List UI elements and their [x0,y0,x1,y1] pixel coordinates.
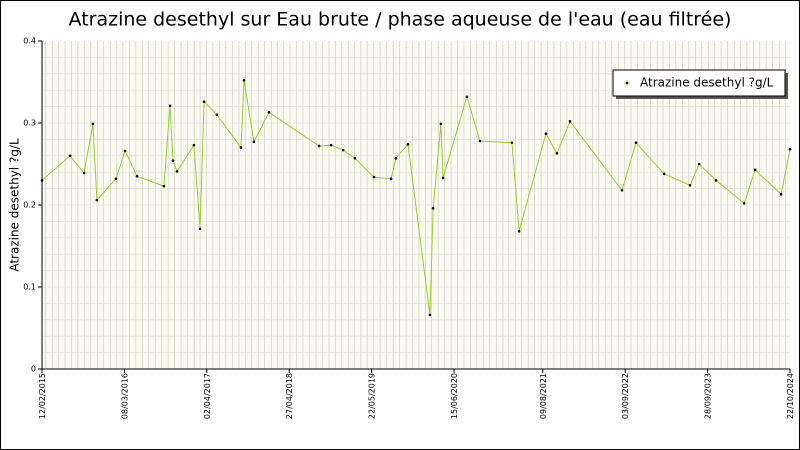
x-tick-label: 09/08/2021 [539,373,548,419]
data-point [239,146,243,149]
data-point [394,156,398,160]
x-tick-label: 28/09/2023 [704,373,713,419]
x-tick-label: 02/04/2017 [203,373,212,419]
data-point [353,156,357,160]
data-point [510,141,514,144]
chart-title: Atrazine desethyl sur Eau brute / phase … [69,9,732,31]
y-tick-label: 0.3 [23,119,36,128]
data-point [267,111,271,114]
data-point [478,139,482,143]
data-point [242,79,246,82]
data-point [82,171,86,175]
legend-label: Atrazine desethyl ?g/L [640,76,774,90]
y-tick-label: 0.2 [23,201,36,210]
data-point [168,104,172,108]
data-point [406,143,410,146]
data-point [742,202,746,205]
data-point [372,175,376,179]
x-tick-label: 27/04/2018 [285,373,294,419]
data-point [779,193,783,196]
data-point [788,147,792,151]
data-point [634,141,638,144]
data-point [620,188,624,192]
y-axis-label: Atrazine desethyl ?g/L [8,138,22,272]
y-tick-label: 0.4 [23,37,36,46]
x-tick-label: 22/05/2019 [368,373,377,419]
y-tick-label: 0 [31,365,36,374]
data-point [428,313,432,317]
data-point [753,168,757,172]
data-point [198,227,202,231]
data-point [175,170,179,173]
legend-dot [625,81,629,85]
data-point [688,184,692,187]
data-point [341,148,345,152]
data-point [517,229,521,233]
data-point [171,159,175,163]
data-point [202,100,206,103]
x-tick-label: 22/10/2024 [786,373,795,419]
data-point [389,177,393,181]
x-tick-label: 15/06/2020 [450,373,459,419]
legend-box [612,69,786,97]
data-point [135,175,139,178]
x-tick-label: 12/02/2015 [38,373,47,419]
data-point [431,206,435,210]
data-point [192,143,196,147]
data-point [114,177,118,181]
x-tick-label: 08/03/2016 [120,373,129,419]
data-point [68,154,72,158]
data-point [40,179,44,182]
data-point [697,162,701,166]
data-point [568,120,572,123]
data-point [215,113,219,117]
data-point [123,149,127,153]
data-point [329,143,333,147]
data-point [91,122,95,126]
data-point [317,144,321,148]
data-point [95,198,99,202]
axes: 0 0.1 0.2 0.3 0.4 12/02/2015 08/03/2016 02/04/2… [23,37,795,420]
legend: Atrazine desethyl ?g/L [612,69,788,99]
x-tick-label: 03/09/2022 [621,373,630,419]
plot [40,79,792,317]
data-point [441,176,445,180]
data-point [162,184,166,188]
data-point [714,179,718,182]
data-point [439,122,443,126]
data-point [465,95,469,99]
data-point [544,132,548,135]
data-point [662,172,666,176]
data-point [252,140,256,144]
y-tick-label: 0.1 [23,283,36,292]
data-point [555,152,559,155]
